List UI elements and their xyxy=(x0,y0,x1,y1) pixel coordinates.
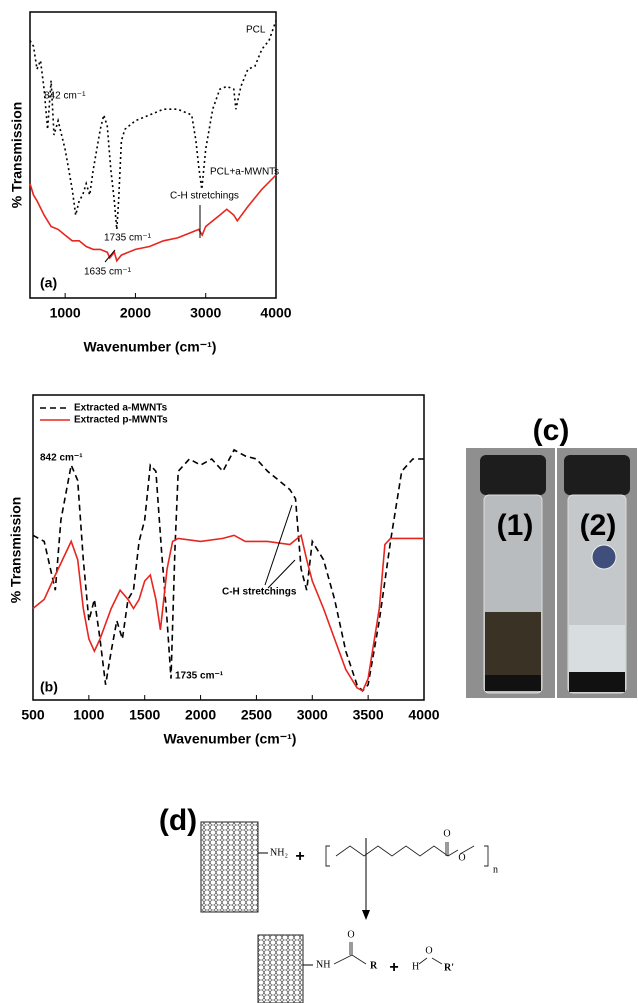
plus: + xyxy=(389,959,398,976)
series-line xyxy=(32,448,424,693)
x-tick-label: 2000 xyxy=(185,707,216,723)
repeat: n xyxy=(493,864,498,875)
y-axis-label: % Transmission xyxy=(9,102,25,209)
x-tick-label: 3000 xyxy=(297,707,328,723)
x-tick-label: 2000 xyxy=(120,305,151,321)
annotation: 842 cm⁻¹ xyxy=(44,91,86,102)
scheme-panel: (d) NH₂ + O O n NH O R + H O R' xyxy=(159,804,498,1003)
annotation: 1735 cm⁻¹ xyxy=(104,233,152,244)
carbonyl-o: O xyxy=(443,828,450,839)
photo-panel: (c) (1) (2) xyxy=(466,414,637,698)
x-tick-label: 3500 xyxy=(353,707,384,723)
vial-sediment xyxy=(485,675,541,691)
annotation-arrow xyxy=(264,504,293,586)
r-group: R xyxy=(370,960,378,971)
series-line xyxy=(29,20,277,230)
pcl-structure xyxy=(325,842,489,867)
x-tick-label: 4000 xyxy=(260,305,291,321)
vial-sediment xyxy=(569,672,625,692)
legend-label: Extracted p-MWNTs xyxy=(74,415,168,426)
x-tick-label: 500 xyxy=(21,707,45,723)
arrowhead xyxy=(362,910,370,920)
vial-label: (2) xyxy=(580,509,617,542)
annotation-arrow xyxy=(104,249,116,263)
vial-cap xyxy=(564,455,630,495)
panel-label: (d) xyxy=(159,804,197,837)
legend-label: Extracted a-MWNTs xyxy=(74,403,168,414)
plot-frame xyxy=(29,11,277,299)
x-tick-label: 4000 xyxy=(408,707,439,723)
panel-label: (c) xyxy=(533,414,570,447)
series-label: PCL+a-MWNTs xyxy=(210,167,279,178)
amine: NH₂ xyxy=(270,847,288,858)
plot-frame xyxy=(32,394,425,701)
panel-label: (b) xyxy=(40,679,58,695)
oxygen: O xyxy=(425,945,432,956)
x-tick-label: 3000 xyxy=(190,305,221,321)
vial-sticker xyxy=(591,544,617,570)
x-tick-label: 1000 xyxy=(50,305,81,321)
x-axis-label: Wavenumber (cm⁻¹) xyxy=(164,731,297,747)
plus: + xyxy=(295,848,304,865)
panel-label: (a) xyxy=(40,275,57,291)
x-axis-label: Wavenumber (cm⁻¹) xyxy=(84,339,217,355)
annotation: 1735 cm⁻¹ xyxy=(175,671,224,682)
x-tick-label: 1000 xyxy=(73,707,104,723)
annotation: 842 cm⁻¹ xyxy=(40,453,83,464)
nanotube xyxy=(257,934,304,1003)
x-tick-label: 2500 xyxy=(241,707,272,723)
annotation: C-H stretchings xyxy=(170,191,239,202)
ester-o: O xyxy=(458,852,465,863)
vial-liquid xyxy=(485,612,541,680)
nanotube xyxy=(200,821,259,913)
x-tick-label: 1500 xyxy=(129,707,160,723)
amide-o: O xyxy=(347,929,354,940)
series-line xyxy=(29,174,277,263)
y-axis-label: % Transmission xyxy=(8,497,24,604)
r-prime: R' xyxy=(444,962,454,973)
series-line xyxy=(32,533,424,693)
amide: NH xyxy=(316,959,330,970)
annotation: C-H stretchings xyxy=(222,587,297,598)
vial-cap xyxy=(480,455,546,495)
hydrogen: H xyxy=(412,961,419,972)
annotation-arrow xyxy=(267,559,296,589)
series-label: PCL xyxy=(246,25,266,36)
amide-structure xyxy=(333,942,367,965)
annotation: 1635 cm⁻¹ xyxy=(84,267,132,278)
vial-liquid xyxy=(569,625,625,675)
vial-label: (1) xyxy=(497,509,534,542)
water-bonds xyxy=(418,957,443,965)
